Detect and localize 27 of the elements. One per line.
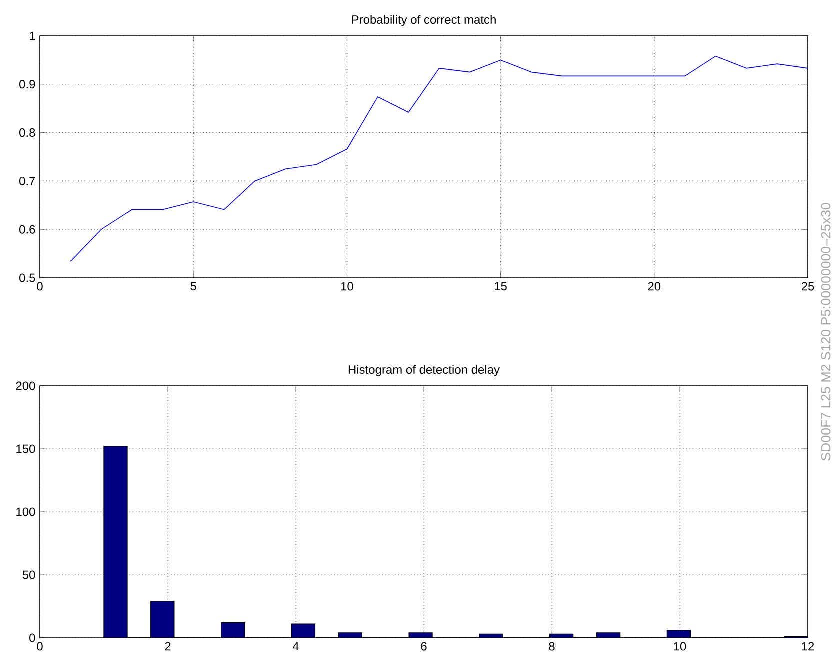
x-tick-label: 20 (648, 282, 661, 291)
x-tick-label: 2 (165, 642, 171, 651)
y-tick-label: 0.5 (20, 274, 36, 282)
y-tick-label: 0.9 (20, 80, 36, 89)
y-tick-label: 100 (16, 508, 36, 516)
y-tick-label: 0.6 (20, 225, 36, 234)
y-tick-label: 0 (30, 634, 36, 642)
x-tick-label: 0 (37, 642, 43, 651)
x-tick-label: 10 (341, 282, 354, 291)
y-tick-label: 0.7 (20, 176, 36, 186)
x-tick-label: 4 (292, 642, 299, 651)
y-tick-label: 1 (30, 32, 36, 40)
x-tick-label: 15 (495, 282, 507, 291)
y-tick-label: 200 (16, 382, 36, 390)
chart-title: Probability of correct match (352, 15, 496, 26)
x-tick-label: 0 (37, 282, 43, 291)
y-tick-label: 150 (16, 444, 36, 454)
x-tick-label: 10 (674, 642, 686, 651)
x-tick-label: 5 (190, 282, 196, 291)
y-tick-label: 50 (22, 570, 36, 580)
x-tick-label: 25 (802, 282, 814, 291)
chart-title: Histogram of detection delay (348, 365, 500, 376)
y-tick-label: 0.8 (20, 128, 36, 138)
x-tick-label: 12 (802, 642, 814, 651)
text: SD00F7 L25 M2 S120 P5:00000000–25x30 (821, 203, 831, 461)
x-tick-label: 6 (421, 642, 427, 651)
x-tick-label: 8 (549, 642, 555, 651)
